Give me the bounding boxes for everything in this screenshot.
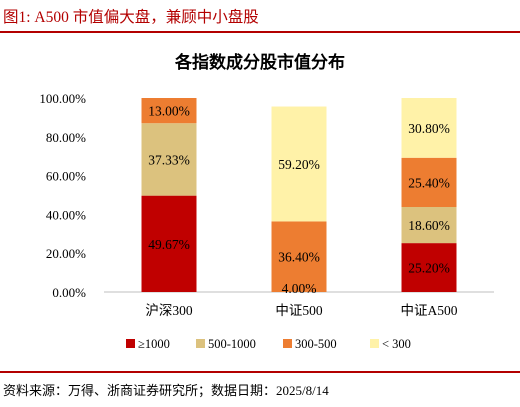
data-label: 49.67% [148,237,190,252]
category-label: 沪深300 [145,303,192,318]
legend-label: ≥1000 [138,337,170,351]
bar-segment [401,98,457,158]
y-tick-label: 0.00% [52,285,86,300]
data-label: 13.00% [148,104,190,119]
data-label: 36.40% [278,250,320,265]
data-label: 37.33% [148,152,190,167]
legend-swatch [370,339,379,348]
bar-segment [271,106,327,222]
bar-segment [401,243,457,292]
y-tick-label: 60.00% [46,169,86,184]
data-label: 59.20% [278,157,320,172]
bar-segment [401,157,457,208]
legend-label: 300-500 [295,337,337,351]
bar-segment [141,98,197,124]
header-rule [0,31,520,33]
figure-header: 图1: A500 市值偏大盘，兼顾中小盘股 [0,0,520,33]
y-tick-label: 20.00% [46,246,86,261]
footer-rule [0,371,520,373]
legend-label: < 300 [382,337,411,351]
data-label: 25.20% [408,261,450,276]
bar-segment [141,123,197,196]
source-note: 资料来源：万得、浙商证券研究所；数据日期：2025/8/14 [3,383,329,398]
data-label: 18.60% [408,218,450,233]
data-label: 30.80% [408,121,450,136]
legend-swatch [126,339,135,348]
chart-title: 各指数成分股市值分布 [175,53,345,72]
data-label: 4.00% [282,281,317,296]
figure-title: 图1: A500 市值偏大盘，兼顾中小盘股 [3,9,259,26]
bar-segment [141,195,197,292]
category-label: 中证500 [275,303,322,318]
bar-segment [271,221,327,292]
y-tick-label: 80.00% [46,130,86,145]
y-tick-label: 40.00% [46,207,86,222]
legend-label: 500-1000 [208,337,256,351]
bar-segment [401,207,457,244]
data-label: 25.40% [408,175,450,190]
legend-swatch [196,339,205,348]
category-label: 中证A500 [401,303,458,318]
y-tick-label: 100.00% [39,91,86,106]
legend-swatch [283,339,292,348]
